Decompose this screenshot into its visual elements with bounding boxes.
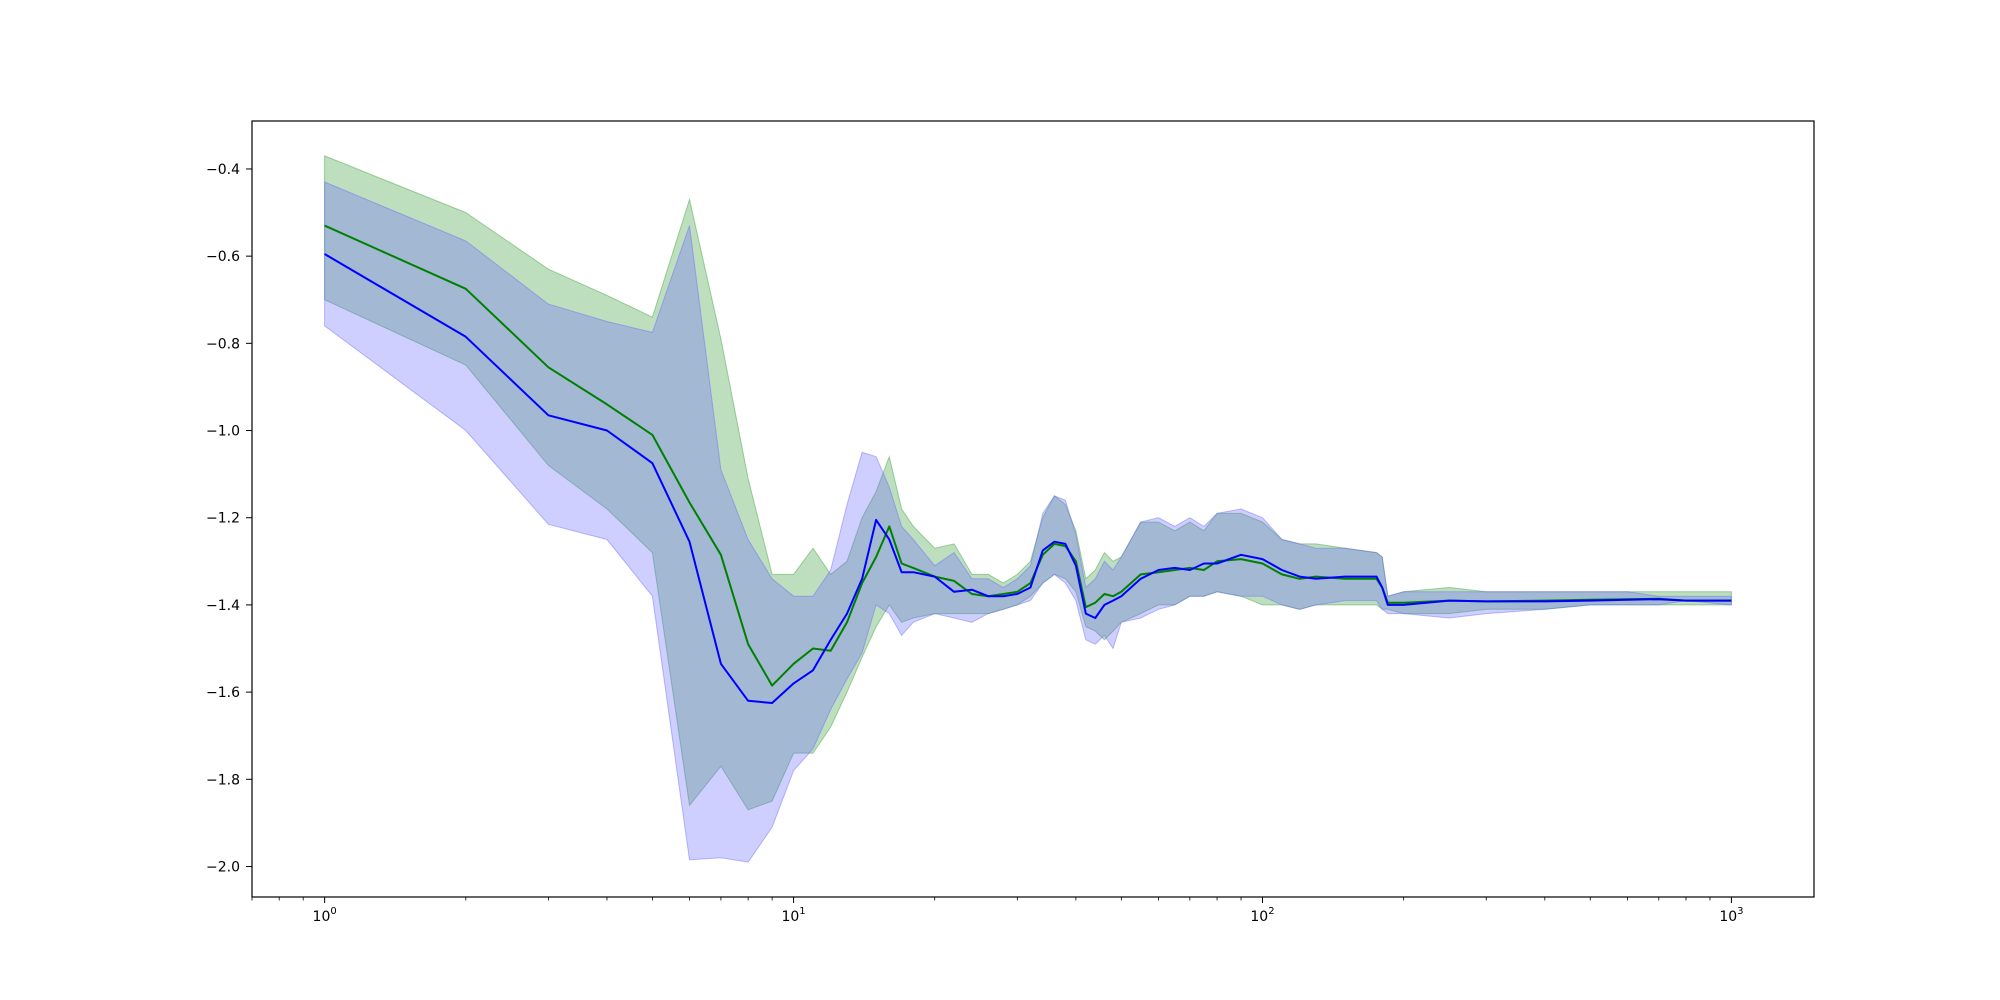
y-tick-label: −2.0 bbox=[206, 859, 240, 875]
confidence-bands bbox=[324, 155, 1732, 863]
y-tick-label: −1.0 bbox=[206, 424, 240, 440]
x-tick-label: 100 bbox=[313, 906, 337, 925]
x-tick-label: 102 bbox=[1250, 906, 1274, 925]
band-series-2 bbox=[324, 181, 1732, 863]
x-tick-label: 103 bbox=[1719, 906, 1743, 925]
x-tick-label: 101 bbox=[781, 906, 805, 925]
y-tick-label: −0.4 bbox=[206, 162, 240, 178]
y-axis-ticks: −0.4 −0.6 −0.8 −1.0 −1.2 −1.4 −1.6 −1.8 −2.0 bbox=[206, 162, 252, 875]
y-tick-label: −0.8 bbox=[206, 336, 240, 352]
series-lines bbox=[324, 224, 1732, 704]
line-series-2 bbox=[324, 253, 1732, 704]
y-tick-label: −1.6 bbox=[206, 685, 240, 701]
plot-frame bbox=[251, 120, 1815, 898]
band-series-1 bbox=[324, 155, 1732, 811]
y-tick-label: −1.4 bbox=[206, 598, 240, 614]
x-axis-ticks: 100 101 102 103 bbox=[251, 897, 1744, 925]
y-tick-label: −0.6 bbox=[206, 249, 240, 265]
y-tick-label: −1.8 bbox=[206, 772, 240, 788]
y-tick-label: −1.2 bbox=[206, 511, 240, 527]
